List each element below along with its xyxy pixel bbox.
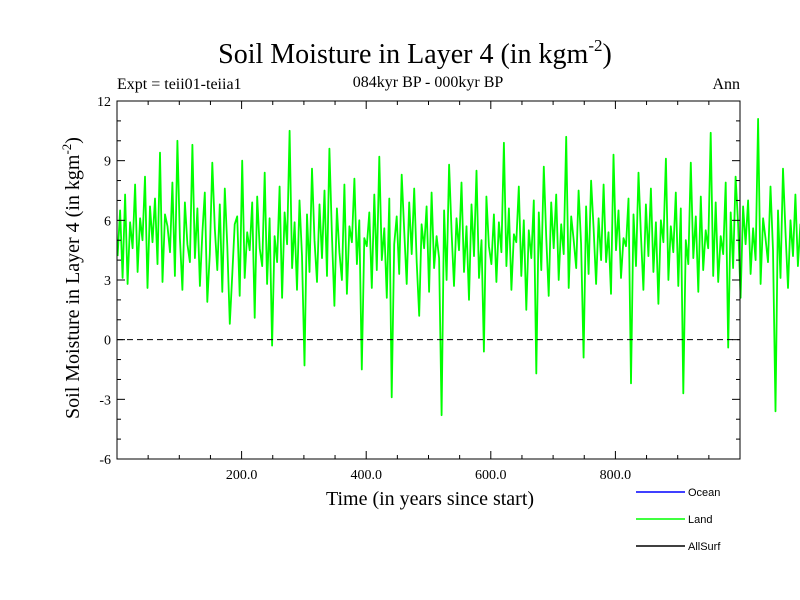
y-axis-label-superscript: -2 — [59, 144, 74, 155]
chart-title-close: ) — [603, 39, 612, 70]
y-axis-label: Soil Moisture in Layer 4 (in kgm-2) — [59, 137, 84, 419]
y-tick-label: 12 — [97, 95, 111, 110]
x-tick-label: 400.0 — [350, 468, 382, 483]
chart-subtitle: 084kyr BP - 000kyr BP — [353, 74, 504, 91]
x-tick-label: 200.0 — [226, 468, 258, 483]
y-tick-label: 0 — [104, 334, 111, 349]
chart-title-superscript: -2 — [588, 36, 602, 55]
y-axis-label-close: ) — [62, 137, 84, 144]
y-tick-label: -6 — [99, 453, 111, 468]
season-label: Ann — [712, 76, 740, 93]
legend-ocean-label: Ocean — [688, 487, 720, 499]
legend-allsurf-label: AllSurf — [688, 541, 721, 553]
y-tick-label: 6 — [104, 214, 111, 229]
y-axis-label-text: Soil Moisture in Layer 4 (in kgm — [62, 154, 84, 419]
chart-title: Soil Moisture in Layer 4 (in kgm-2) — [218, 36, 612, 70]
plot-area: -6 -3 0 3 6 9 12 200.0 400.0 600.0 800.0 — [97, 95, 800, 483]
x-axis-label: Time (in years since start) — [326, 488, 534, 510]
y-tick-label: 9 — [104, 155, 111, 170]
y-tick-label: -3 — [99, 393, 111, 408]
series-land-line — [116, 118, 800, 417]
experiment-label: Expt = teii01-teiia1 — [117, 76, 242, 93]
x-tick-label: 600.0 — [475, 468, 507, 483]
legend-land-label: Land — [688, 514, 712, 526]
chart-title-text: Soil Moisture in Layer 4 (in kgm — [218, 39, 588, 70]
y-tick-label: 3 — [104, 274, 111, 289]
x-tick-label: 800.0 — [600, 468, 632, 483]
legend: Ocean Land AllSurf — [636, 487, 721, 553]
